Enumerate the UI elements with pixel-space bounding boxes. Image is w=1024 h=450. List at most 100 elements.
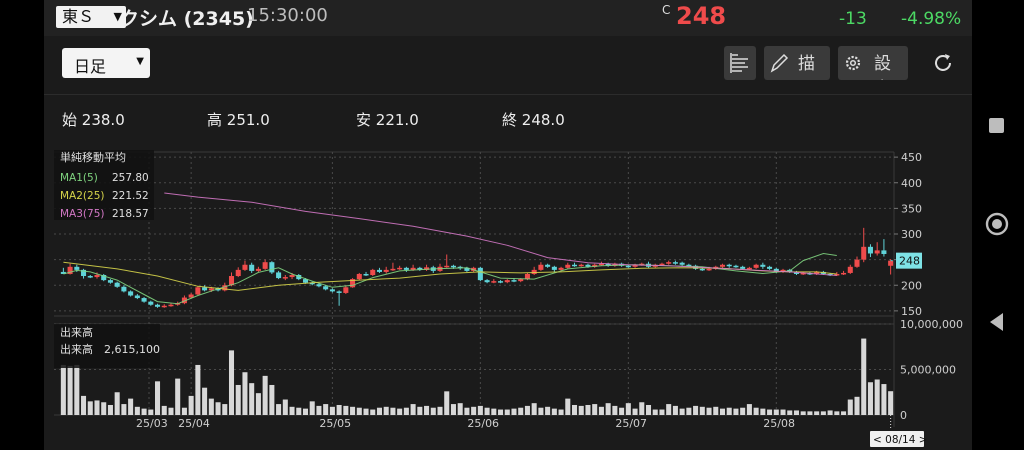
candle — [363, 271, 369, 277]
volume-bar — [645, 404, 652, 415]
volume-bar — [619, 407, 625, 415]
candle-body — [800, 272, 806, 275]
candle — [558, 266, 564, 271]
candle — [874, 242, 880, 256]
volume-bar — [807, 411, 813, 415]
candle-body — [363, 273, 369, 276]
stock-title: クシム (2345) — [120, 8, 254, 30]
volume-bar — [74, 364, 80, 415]
candle-body — [195, 287, 201, 295]
candle — [336, 290, 342, 306]
candle-body — [249, 264, 255, 271]
volume-bar — [195, 364, 201, 415]
candle-body — [672, 262, 678, 264]
candle — [350, 278, 356, 288]
candle — [161, 304, 167, 308]
candle-body — [847, 266, 853, 273]
candle-body — [760, 264, 766, 267]
date-cursor-tag-label: < 08/14 > — [873, 434, 928, 446]
candle — [276, 270, 282, 280]
candle-body — [780, 269, 786, 272]
volume-bar — [323, 404, 329, 415]
candle-body — [222, 285, 228, 291]
candle-body — [74, 266, 80, 270]
volume-bar — [652, 409, 658, 415]
exchange-dropdown[interactable]: 東Ｓ ▼ — [56, 6, 126, 28]
header-bar: 東Ｓ ▼ クシム (2345) 15:30:00 C 248 -13 -4.98… — [44, 0, 972, 36]
volume-bar — [753, 407, 759, 415]
candle-body — [302, 279, 309, 283]
candle-body — [679, 262, 685, 265]
candle — [733, 264, 739, 268]
indicator-list-button[interactable] — [724, 46, 756, 80]
period-select[interactable]: 日足 ▼ — [62, 48, 150, 78]
candle-body — [477, 267, 483, 281]
candle-body — [491, 281, 497, 283]
price-label: C — [662, 3, 671, 17]
candle — [437, 263, 443, 272]
candle — [60, 267, 66, 274]
volume-bar — [800, 411, 806, 415]
volume-bar — [464, 407, 470, 415]
candle — [255, 266, 261, 272]
candle — [114, 281, 120, 288]
candle — [672, 260, 678, 265]
volume-bar — [787, 410, 793, 415]
candle-body — [148, 301, 154, 305]
candle-body — [208, 288, 214, 291]
volume-bar — [134, 406, 140, 415]
candle — [531, 266, 537, 275]
volume-bar — [538, 407, 544, 415]
volume-bar — [471, 406, 477, 415]
price-tick-label: 300 — [901, 228, 922, 241]
candle-body — [565, 264, 571, 268]
volume-bar — [316, 405, 322, 415]
draw-button[interactable]: 描画 — [764, 46, 830, 80]
candle — [101, 273, 107, 282]
home-icon[interactable] — [985, 212, 1009, 236]
candle-body — [121, 286, 127, 292]
candle-body — [578, 264, 584, 267]
candle-body — [60, 271, 66, 274]
volume-bar — [121, 404, 127, 415]
candle — [679, 261, 685, 266]
settings-button[interactable]: 設定 — [838, 46, 908, 80]
volume-bar — [363, 408, 369, 415]
volume-bar — [114, 392, 120, 415]
candle-body — [632, 264, 638, 267]
volume-bar — [370, 409, 376, 415]
volume-bar — [437, 406, 443, 415]
back-icon[interactable] — [990, 313, 1003, 331]
candle-body — [255, 268, 261, 271]
volume-bar — [498, 409, 504, 415]
candle-body — [854, 259, 860, 267]
volume-bar — [639, 402, 645, 415]
candle-body — [686, 264, 692, 267]
price-tick-label: 450 — [901, 151, 922, 164]
ma-legend-title: 単純移動平均 — [60, 150, 126, 164]
volume-bar — [491, 408, 497, 415]
candle-body — [612, 263, 618, 266]
candlestick-chart[interactable]: 15020025030035040045010,000,0005,000,000… — [44, 0, 972, 450]
volume-bar — [168, 407, 174, 415]
candle-body — [309, 282, 315, 285]
volume-bar — [706, 407, 712, 415]
candle-body — [444, 265, 450, 268]
recent-apps-icon[interactable] — [989, 118, 1004, 133]
candle-body — [424, 267, 430, 270]
date-cursor-tag[interactable] — [870, 431, 924, 447]
date-tick-label: 25/03 — [136, 417, 168, 430]
low-value: 安 221.0 — [356, 111, 419, 129]
volume-bar — [484, 407, 490, 415]
candle-body — [767, 266, 773, 269]
volume-bar — [329, 406, 335, 415]
candle-body — [861, 246, 867, 260]
candle — [484, 279, 490, 284]
candle-body — [598, 263, 604, 266]
candle-body — [719, 264, 726, 267]
refresh-icon[interactable] — [930, 50, 956, 76]
volume-bar — [841, 411, 847, 415]
volume-bar — [67, 365, 73, 415]
candle-body — [155, 304, 161, 307]
candle — [87, 275, 93, 279]
